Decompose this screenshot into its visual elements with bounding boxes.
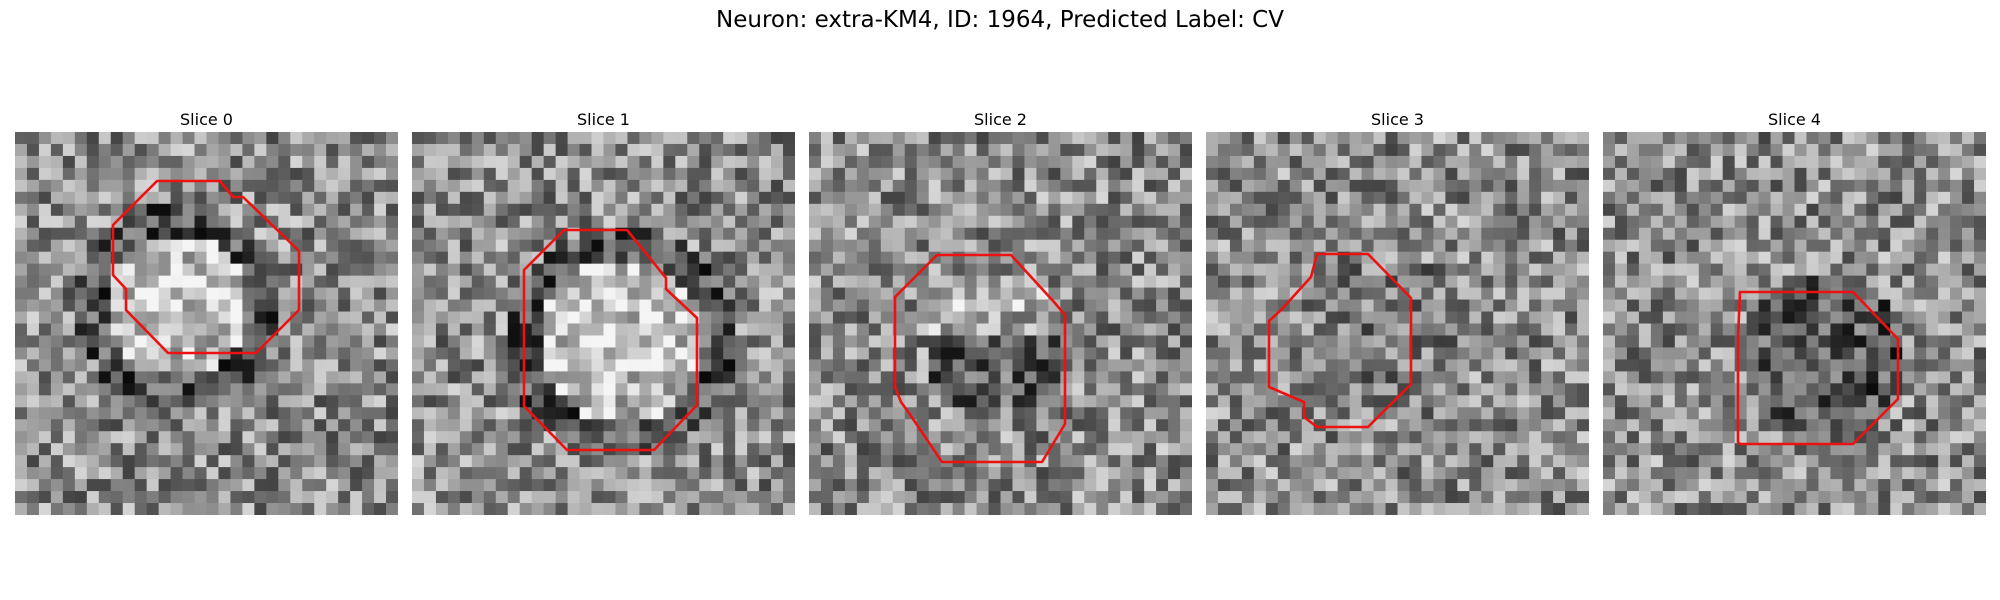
roi-outline (1736, 290, 1900, 446)
figure-title: Neuron: extra-KM4, ID: 1964, Predicted L… (716, 7, 1284, 33)
slice-image (412, 132, 795, 515)
slice-panel-2: Slice 2 (809, 108, 1192, 515)
roi-outline (1267, 252, 1413, 429)
slice-title: Slice 2 (974, 110, 1027, 129)
slice-panel-3: Slice 3 (1206, 108, 1589, 515)
slice-panel-0: Slice 0 (15, 108, 398, 515)
roi-outline (893, 253, 1067, 464)
slice-image (15, 132, 398, 515)
slice-image (1206, 132, 1589, 515)
slice-title: Slice 1 (577, 110, 630, 129)
slice-panel-1: Slice 1 (412, 108, 795, 515)
roi-outline (111, 179, 301, 355)
slice-title: Slice 0 (180, 110, 233, 129)
slice-image (1603, 132, 1986, 515)
slice-title: Slice 4 (1768, 110, 1821, 129)
slice-image (809, 132, 1192, 515)
roi-outline (522, 228, 699, 452)
slice-panel-4: Slice 4 (1603, 108, 1986, 515)
slice-title: Slice 3 (1371, 110, 1424, 129)
